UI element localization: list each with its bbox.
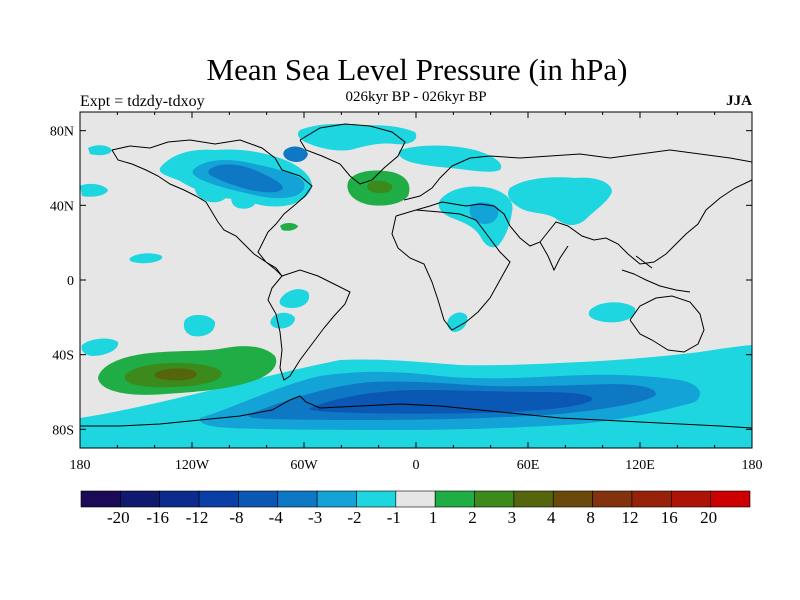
colorbar-label: -12 xyxy=(186,508,209,527)
coastline-maritime-asia xyxy=(621,255,691,293)
anomaly-contour-pacific-1 xyxy=(81,338,119,356)
anomaly-contour-south-africa xyxy=(447,312,468,332)
colorbar-label: -4 xyxy=(269,508,284,527)
lon-tick-label: 0 xyxy=(413,458,420,473)
colorbar-label: 3 xyxy=(508,508,517,527)
anomaly-contour-arctic-east xyxy=(88,145,112,156)
coastline-africa xyxy=(391,209,511,331)
colorbar-swatch xyxy=(552,490,593,508)
colorbar-swatch xyxy=(395,490,436,508)
anomaly-contour-middle-east xyxy=(469,202,499,224)
anomaly-contour-north-america-core xyxy=(208,164,283,193)
colorbar-label: -8 xyxy=(229,508,243,527)
coastline-australia xyxy=(629,295,705,353)
colorbar-label: 1 xyxy=(429,508,438,527)
season-label: JJA xyxy=(726,93,752,109)
coastline-eurasia xyxy=(403,149,753,265)
anomaly-contour-south-pacific-high-core xyxy=(154,368,197,381)
colorbar-swatch xyxy=(434,490,475,508)
anomaly-contour-west-australia xyxy=(588,302,636,323)
anomaly-contour-south-america-west xyxy=(279,289,310,308)
colorbar-swatch xyxy=(710,490,751,508)
lon-tick-label: 180 xyxy=(742,458,763,473)
anomaly-contour-us-southeast xyxy=(280,223,298,231)
lon-tick-label: 120E xyxy=(625,458,655,473)
chart-subtitle: 026kyr BP - 026kyr BP xyxy=(345,89,487,105)
colorbar-label: -20 xyxy=(107,508,130,527)
colorbar-labels: -20 -16 -12 -8 -4 -3 -2 -1 1 2 3 4 8 12 16 20 xyxy=(107,508,717,527)
colorbar-label: 2 xyxy=(468,508,477,527)
colorbar-swatch xyxy=(316,490,357,508)
chart-title: Mean Sea Level Pressure (in hPa) xyxy=(206,52,628,87)
anomaly-contour-greenland-west xyxy=(283,146,308,162)
colorbar-swatch xyxy=(120,490,161,508)
colorbar-swatch xyxy=(356,490,397,508)
anomaly-contour-pacific-2 xyxy=(183,314,216,337)
colorbar-label: 16 xyxy=(661,508,678,527)
colorbar-swatch xyxy=(277,490,318,508)
lat-tick-label: 40N xyxy=(50,199,74,214)
coastlines xyxy=(80,123,753,429)
lon-tick-label: 60W xyxy=(290,458,318,473)
colorbar-label: -16 xyxy=(146,508,169,527)
colorbar-label: 20 xyxy=(700,508,717,527)
lon-tick-label: 60E xyxy=(517,458,540,473)
anomaly-contour-arctic-europe xyxy=(398,145,502,172)
coastline-india xyxy=(539,241,569,272)
lat-tick-label: 0 xyxy=(67,274,74,289)
lat-tick-label: 80S xyxy=(52,423,74,438)
coastline-north-america xyxy=(111,139,313,277)
colorbar-label: -3 xyxy=(308,508,322,527)
lon-tick-label: 120W xyxy=(175,458,210,473)
colorbar-swatch xyxy=(159,490,200,508)
coastline-greenland xyxy=(299,123,406,185)
anomaly-contour-pacific-sw xyxy=(80,183,108,197)
colorbar-label: -2 xyxy=(347,508,361,527)
axis-ticks: 80N 40N 0 40S 80S 180 120W 60W 0 60E 120E 180 xyxy=(50,112,763,473)
anomaly-contour-north-atlantic-high-core xyxy=(367,180,393,194)
pressure-anomaly-layer xyxy=(80,123,752,448)
colorbar-swatch xyxy=(198,490,239,508)
anomaly-contour-southern-ocean-core xyxy=(309,390,593,414)
anomaly-contour-us-east xyxy=(231,193,256,209)
colorbar-label: -1 xyxy=(387,508,401,527)
coastline-south-america xyxy=(267,269,351,381)
colorbar-swatch xyxy=(238,490,279,508)
colorbar-swatch xyxy=(513,490,554,508)
lat-tick-label: 40S xyxy=(52,349,74,364)
experiment-label: Expt = tdzdy-tdxoy xyxy=(80,93,205,110)
colorbar-swatch xyxy=(670,490,711,508)
lon-tick-label: 180 xyxy=(70,458,91,473)
colorbar-label: 4 xyxy=(547,508,556,527)
colorbar-label: 8 xyxy=(586,508,595,527)
colorbar-swatch xyxy=(631,490,672,508)
colorbar-swatch xyxy=(474,490,515,508)
anomaly-contour-tropical-pacific xyxy=(129,253,163,264)
coastline-antarctica xyxy=(80,395,753,429)
anomaly-contour-central-asia xyxy=(508,177,612,226)
colorbar-swatch xyxy=(592,490,633,508)
lat-tick-label: 80N xyxy=(50,125,74,140)
colorbar-label: 12 xyxy=(621,508,638,527)
colorbar-swatch xyxy=(80,490,121,508)
colorbar xyxy=(80,490,751,508)
